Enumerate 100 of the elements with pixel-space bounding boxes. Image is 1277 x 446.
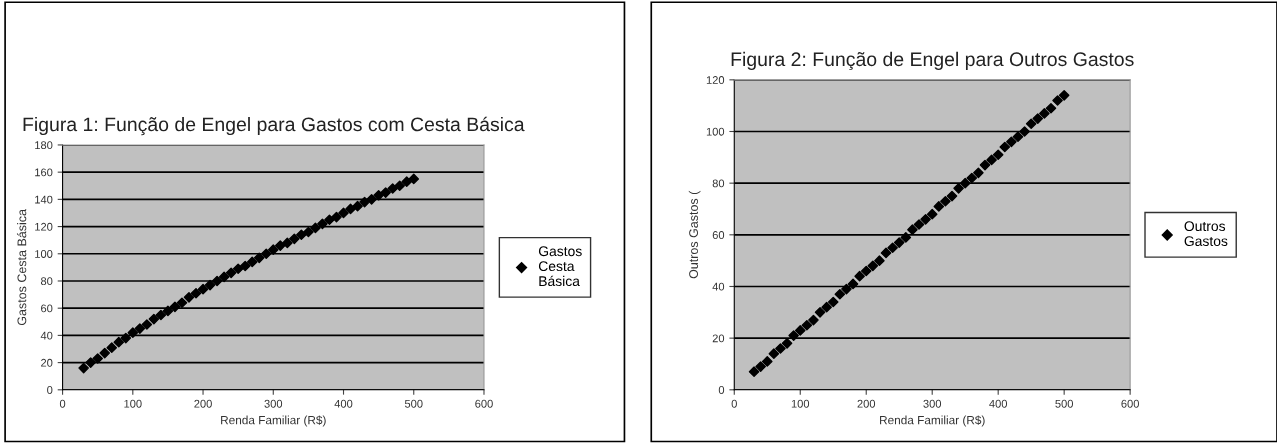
y-tick-label: 100	[706, 127, 725, 136]
point	[303, 226, 314, 238]
legend-label: Outros Gastos	[1184, 221, 1228, 247]
point	[267, 244, 279, 255]
point	[190, 287, 202, 299]
x-tick-label: 300	[923, 399, 942, 408]
point	[973, 167, 984, 179]
y-tick-label: 140	[35, 195, 53, 204]
point	[127, 327, 139, 338]
point	[801, 319, 813, 331]
point	[821, 301, 832, 313]
point	[78, 362, 89, 374]
point	[239, 260, 251, 272]
chart-title: Figura 2: Função de Engel para Outros Gastos	[731, 51, 1134, 71]
point	[401, 176, 413, 187]
x-tick-label: 400	[989, 399, 1008, 408]
x-tick-label: 400	[334, 399, 353, 408]
point	[310, 222, 321, 234]
point	[380, 187, 391, 198]
point	[1032, 113, 1044, 124]
y-tick-label: 120	[35, 222, 53, 231]
x-tick-label: 0	[59, 399, 66, 408]
chart-title: Figura 1: Função de Engel para Gastos com Cesta Básica	[23, 116, 525, 136]
point	[992, 149, 1004, 161]
point	[946, 190, 958, 202]
point	[246, 256, 258, 268]
point	[920, 214, 931, 225]
point	[408, 173, 420, 185]
point	[99, 347, 111, 359]
y-axis-title: Gastos Cesta Básica	[16, 209, 27, 326]
point	[1039, 108, 1050, 119]
point	[913, 219, 925, 230]
point	[907, 224, 918, 235]
y-tick-label: 180	[35, 141, 53, 150]
y-tick-label: 60	[712, 231, 725, 239]
x-tick-label: 600	[475, 399, 493, 408]
y-tick-label: 40	[712, 282, 725, 291]
x-axis-title: Renda Familiar (R$)	[221, 415, 326, 427]
point	[893, 237, 905, 248]
point	[768, 348, 780, 359]
point	[808, 314, 819, 326]
y-tick-label: 80	[40, 277, 53, 286]
point	[847, 278, 859, 290]
point	[359, 196, 370, 208]
y-tick-label: 20	[41, 358, 53, 367]
point	[1025, 118, 1037, 130]
point	[106, 342, 118, 353]
y-tick-label: 80	[712, 179, 725, 188]
point	[959, 177, 971, 189]
point	[1052, 95, 1063, 106]
point	[113, 336, 125, 348]
point	[232, 263, 244, 275]
point	[148, 313, 160, 325]
point	[854, 270, 865, 282]
point	[834, 288, 846, 300]
y-tick-label: 20	[712, 334, 725, 343]
legend-label: Gastos Cesta Básica	[538, 246, 582, 287]
point	[92, 353, 103, 364]
x-tick-label: 500	[404, 399, 423, 408]
point	[253, 252, 265, 264]
x-tick-label: 0	[731, 399, 737, 408]
point	[860, 265, 872, 277]
point	[331, 211, 342, 223]
point	[204, 279, 216, 291]
point	[260, 248, 272, 260]
x-tick-label: 500	[1055, 399, 1073, 408]
x-tick-label: 200	[194, 399, 212, 408]
point	[1045, 102, 1057, 114]
point	[1019, 126, 1030, 137]
x-tick-label: 100	[124, 399, 142, 408]
point	[986, 154, 997, 166]
point	[887, 242, 898, 254]
point	[134, 323, 146, 334]
point	[794, 325, 806, 336]
point	[761, 356, 773, 367]
point	[827, 296, 839, 308]
point	[338, 207, 349, 219]
y-axis-title: Outros Gastos (	[688, 190, 701, 279]
point	[366, 194, 377, 205]
point	[953, 183, 964, 194]
point	[1012, 131, 1024, 142]
point	[933, 201, 945, 212]
point	[141, 319, 153, 330]
point	[169, 301, 181, 313]
point	[225, 267, 237, 279]
point	[176, 297, 188, 309]
point	[373, 189, 384, 201]
point	[940, 195, 951, 207]
y-tick-label: 60	[41, 304, 53, 313]
x-tick-label: 200	[857, 399, 876, 408]
point	[183, 292, 195, 303]
x-axis-title: Renda Familiar (R$)	[880, 415, 985, 427]
point	[282, 237, 293, 249]
y-tick-label: 100	[35, 250, 53, 258]
point	[999, 141, 1011, 153]
point	[788, 330, 799, 341]
x-tick-label: 300	[264, 399, 283, 408]
y-tick-label: 160	[35, 168, 53, 177]
point	[1006, 136, 1017, 148]
point	[211, 275, 223, 287]
